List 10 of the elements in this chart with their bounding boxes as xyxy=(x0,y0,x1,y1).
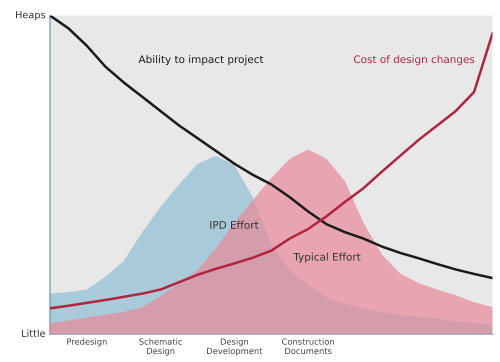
x-tick-label: Design Development xyxy=(207,338,262,356)
series-label: Cost of design changes xyxy=(354,55,474,66)
x-tick-label: Schematic Design xyxy=(139,338,182,356)
x-tick-label: Construction Documents xyxy=(282,338,334,354)
text: Ability to impact project xyxy=(138,55,264,66)
series-label: IPD Effort xyxy=(210,220,258,229)
text: Heaps xyxy=(16,11,46,20)
x-tick-label: Predesign xyxy=(67,338,107,346)
series-label: Typical Effort xyxy=(293,252,361,263)
text: Little xyxy=(22,329,46,337)
